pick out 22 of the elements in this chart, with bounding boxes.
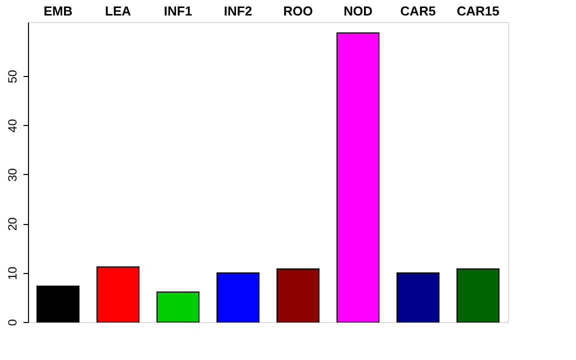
y-tick-label: 0 [6,318,20,326]
x-tick-label: NOD [344,4,372,18]
bar [36,286,80,322]
bar [456,268,500,322]
x-tick-label: LEA [105,4,132,18]
bar [216,272,260,322]
x-tick-label: ROO [283,4,313,18]
y-tick-label: 20 [6,217,20,231]
y-tick-label: 30 [6,168,20,182]
x-tick-label: EMB [44,4,72,18]
x-tick-label: INF1 [164,4,192,18]
x-tick-label: CAR15 [456,4,500,18]
y-tick-label: 50 [6,70,20,84]
bar [276,268,320,322]
x-tick-label: CAR5 [400,4,436,18]
x-tick-label: INF2 [224,4,252,18]
y-tick-label: 10 [6,266,20,280]
bar [396,272,440,322]
y-tick-label: 40 [6,118,20,132]
bar [96,266,140,322]
bar [336,32,380,322]
bar [156,292,200,322]
